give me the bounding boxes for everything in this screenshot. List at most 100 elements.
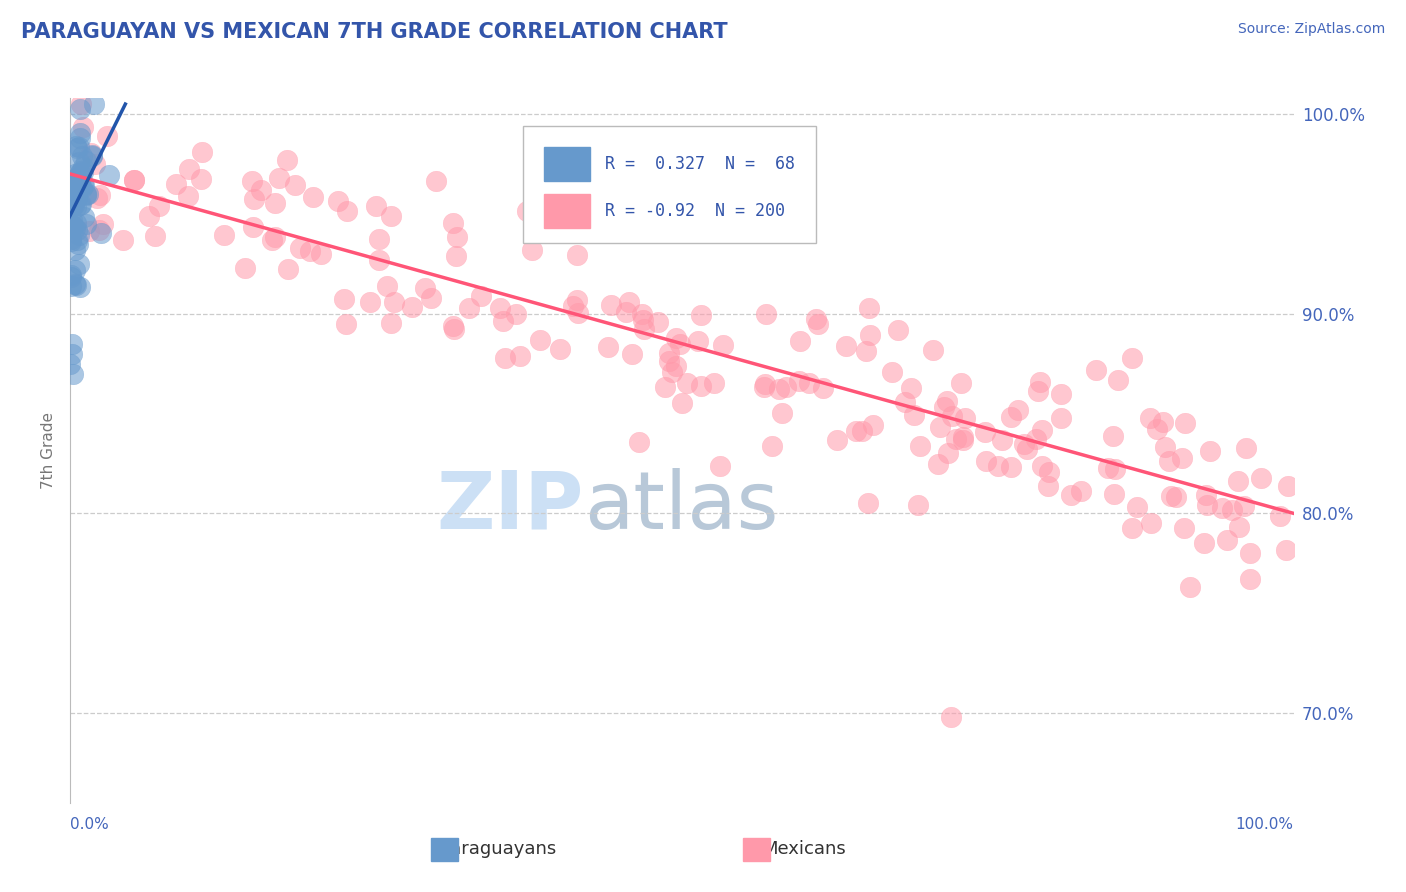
Text: R =  0.327  N =  68: R = 0.327 N = 68 bbox=[605, 154, 794, 173]
Point bbox=[65, 139, 87, 153]
Point bbox=[89, 223, 111, 237]
Point bbox=[761, 439, 783, 453]
Point bbox=[75, 153, 97, 168]
Point bbox=[65, 193, 87, 207]
Point bbox=[516, 203, 538, 218]
Point bbox=[1102, 487, 1125, 501]
Point bbox=[768, 382, 790, 396]
Point bbox=[63, 182, 86, 196]
Point bbox=[1015, 442, 1038, 457]
Point bbox=[1097, 460, 1119, 475]
Point bbox=[1154, 440, 1177, 454]
Point bbox=[755, 307, 778, 321]
Point bbox=[276, 153, 298, 168]
Point bbox=[368, 232, 391, 246]
Point bbox=[703, 376, 725, 391]
Point bbox=[96, 128, 118, 143]
Point bbox=[65, 216, 87, 230]
Point bbox=[60, 200, 83, 214]
Point bbox=[69, 176, 91, 190]
Point bbox=[1107, 373, 1129, 387]
Point bbox=[862, 418, 884, 433]
Point bbox=[950, 376, 973, 390]
Point bbox=[443, 322, 465, 336]
Point bbox=[900, 380, 922, 394]
Point bbox=[1174, 416, 1197, 430]
Point bbox=[69, 130, 91, 145]
Point bbox=[1195, 487, 1218, 501]
Point bbox=[336, 204, 359, 219]
Point bbox=[1152, 415, 1174, 429]
Point bbox=[60, 213, 83, 227]
Point bbox=[665, 359, 688, 374]
Point bbox=[401, 301, 423, 315]
Point bbox=[1126, 500, 1149, 514]
Point bbox=[65, 174, 87, 188]
Point bbox=[60, 270, 83, 285]
Point bbox=[1031, 423, 1053, 437]
Point bbox=[65, 277, 87, 292]
Point bbox=[565, 293, 588, 307]
Point bbox=[66, 233, 89, 247]
Point bbox=[976, 454, 998, 468]
Point bbox=[1121, 351, 1143, 366]
Point bbox=[562, 299, 585, 313]
Point bbox=[190, 145, 212, 159]
Point bbox=[1171, 451, 1194, 466]
Point bbox=[1031, 459, 1053, 474]
Point bbox=[69, 166, 91, 180]
Point bbox=[647, 315, 669, 329]
Point bbox=[243, 192, 266, 206]
Point bbox=[492, 314, 515, 328]
Point bbox=[72, 148, 94, 162]
Point bbox=[62, 176, 84, 190]
Point bbox=[952, 430, 974, 444]
Point bbox=[1227, 474, 1250, 488]
Point bbox=[73, 211, 96, 225]
Point bbox=[1139, 516, 1161, 531]
Point bbox=[489, 301, 512, 315]
Point bbox=[1050, 387, 1073, 401]
Point bbox=[845, 424, 868, 438]
Point bbox=[138, 209, 160, 223]
Point bbox=[69, 102, 91, 116]
Point bbox=[927, 457, 949, 471]
Point bbox=[1250, 471, 1272, 485]
Bar bbox=[744, 838, 770, 861]
Point bbox=[617, 295, 640, 310]
Point bbox=[70, 197, 93, 211]
Point bbox=[264, 195, 287, 210]
Point bbox=[614, 305, 637, 319]
Point bbox=[70, 171, 93, 186]
Point bbox=[1038, 479, 1060, 493]
Point bbox=[908, 439, 931, 453]
Text: Mexicans: Mexicans bbox=[762, 839, 846, 857]
Point bbox=[97, 169, 120, 183]
Point bbox=[1070, 484, 1092, 499]
Point bbox=[446, 230, 468, 244]
Point bbox=[63, 262, 86, 277]
Point bbox=[122, 173, 145, 187]
Text: Source: ZipAtlas.com: Source: ZipAtlas.com bbox=[1237, 22, 1385, 37]
Point bbox=[1229, 520, 1251, 534]
Point bbox=[1178, 580, 1201, 594]
Point bbox=[1239, 572, 1261, 586]
Point bbox=[690, 308, 713, 322]
Point bbox=[69, 280, 91, 294]
Point bbox=[903, 408, 925, 422]
Point bbox=[880, 365, 903, 379]
Point bbox=[60, 187, 83, 202]
Bar bbox=[544, 147, 591, 180]
Point bbox=[425, 174, 447, 188]
Point bbox=[775, 380, 797, 394]
Point bbox=[72, 178, 94, 192]
Point bbox=[494, 351, 516, 365]
Point bbox=[709, 458, 731, 473]
Point bbox=[596, 340, 619, 354]
Point bbox=[804, 312, 827, 326]
Point bbox=[661, 365, 683, 379]
Point bbox=[60, 219, 83, 233]
Point bbox=[936, 394, 959, 409]
Point bbox=[894, 395, 917, 409]
Point bbox=[79, 145, 101, 160]
